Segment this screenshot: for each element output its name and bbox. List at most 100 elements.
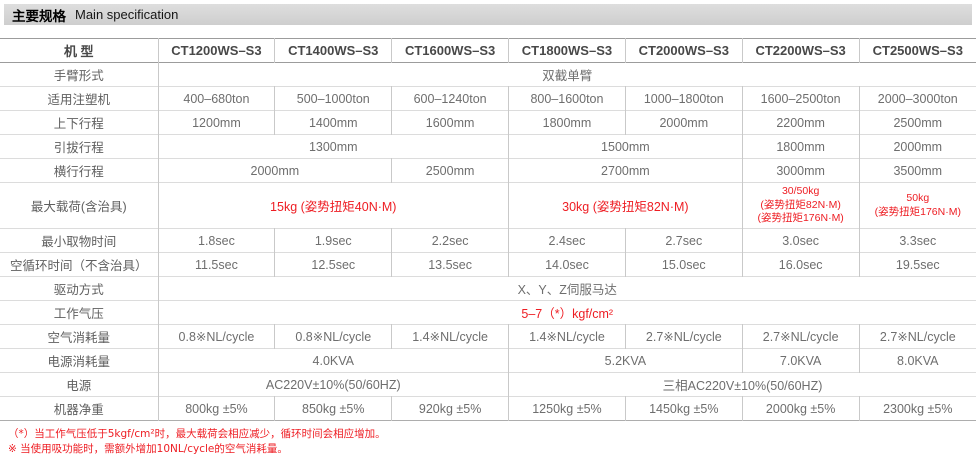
spec-cell: 50kg (姿势扭矩176N·M) [858, 182, 976, 229]
section-title-en: Main specification [75, 7, 179, 22]
row-dry-cycle-time: 空循环时间（不含治具） 11.5sec 12.5sec 13.5sec 14.0… [0, 252, 976, 277]
column-header-model: CT1800WS–S3 [508, 38, 626, 63]
spec-cell: 1.4※NL/cycle [508, 324, 626, 349]
spec-cell: 2500mm [391, 158, 509, 183]
table-header-row: 机 型 CT1200WS–S3 CT1400WS–S3 CT1600WS–S3 … [0, 38, 976, 63]
spec-cell: 1.9sec [274, 228, 392, 253]
spec-cell: 1400mm [274, 110, 392, 135]
spec-cell: 双截单臂 [157, 62, 976, 87]
row-label: 上下行程 [53, 117, 104, 131]
spec-cell: 15.0sec [624, 252, 743, 277]
spec-cell: 16.0sec [741, 252, 860, 277]
spec-cell: 1200mm [157, 110, 275, 135]
spec-cell: 500–1000ton [274, 86, 392, 111]
column-header-model: CT2500WS–S3 [858, 38, 976, 63]
row-label: 横行行程 [53, 165, 104, 179]
spec-cell: 1.4※NL/cycle [391, 324, 509, 349]
spec-cell: 0.8※NL/cycle [274, 324, 392, 349]
spec-cell: 15kg (姿势扭矩40N·M) [157, 182, 509, 229]
spec-cell: 1600–2500ton [741, 86, 860, 111]
row-net-weight: 机器净重 800kg ±5% 850kg ±5% 920kg ±5% 1250k… [0, 396, 976, 421]
row-max-load: 最大载荷(含治具) 15kg (姿势扭矩40N·M) 30kg (姿势扭矩82N… [0, 182, 976, 229]
spec-cell: 1800mm [741, 134, 860, 159]
row-label: 最大载荷(含治具) [30, 200, 127, 214]
row-label: 工作气压 [53, 307, 104, 321]
spec-cell: 5.2KVA [508, 348, 743, 373]
spec-cell: 3500mm [858, 158, 976, 183]
spec-cell: 2.4sec [508, 228, 626, 253]
spec-cell: 2500mm [858, 110, 976, 135]
spec-cell: 1500mm [508, 134, 743, 159]
spec-cell: 2.7※NL/cycle [858, 324, 976, 349]
spec-cell: 7.0KVA [741, 348, 860, 373]
spec-cell: 2700mm [508, 158, 743, 183]
spec-cell: 2.7sec [624, 228, 743, 253]
column-header-model-label: 机 型 [63, 44, 94, 59]
spec-cell: 1250kg ±5% [508, 396, 626, 421]
spec-cell: 3.3sec [858, 228, 976, 253]
spec-cell: 800–1600ton [508, 86, 626, 111]
row-applicable-machine: 适用注塑机 400–680ton 500–1000ton 600–1240ton… [0, 86, 976, 111]
row-label: 电源消耗量 [47, 355, 110, 369]
row-vertical-stroke: 上下行程 1200mm 1400mm 1600mm 1800mm 2000mm … [0, 110, 976, 135]
row-power-consumption: 电源消耗量 4.0KVA 5.2KVA 7.0KVA 8.0KVA [0, 348, 976, 373]
row-label: 驱动方式 [53, 283, 104, 297]
row-min-takeout-time: 最小取物时间 1.8sec 1.9sec 2.2sec 2.4sec 2.7se… [0, 228, 976, 253]
spec-cell: 2000mm [858, 134, 976, 159]
spec-cell: 850kg ±5% [274, 396, 392, 421]
spec-cell: 1800mm [508, 110, 626, 135]
spec-cell: 1450kg ±5% [624, 396, 743, 421]
spec-cell: 4.0KVA [157, 348, 509, 373]
spec-cell: 2.7※NL/cycle [741, 324, 860, 349]
spec-cell: 13.5sec [391, 252, 509, 277]
spec-cell: 920kg ±5% [391, 396, 509, 421]
spec-cell: X、Y、Z伺服马达 [157, 276, 976, 301]
footnote-air-pressure: （*）当工作气压低于5kgf/cm²时，最大载荷会相应减少，循环时间会相应增加。 [8, 428, 386, 440]
spec-cell: AC220V±10%(50/60HZ) [157, 372, 509, 397]
main-specification-table: 机 型 CT1200WS–S3 CT1400WS–S3 CT1600WS–S3 … [0, 38, 976, 421]
spec-cell: 30/50kg (姿势扭矩82N·M) (姿势扭矩176N·M) [741, 182, 860, 229]
row-traverse-stroke: 横行行程 2000mm 2500mm 2700mm 3000mm 3500mm [0, 158, 976, 183]
spec-cell: 2.7※NL/cycle [624, 324, 743, 349]
spec-sheet-page: 主要规格 Main specification 机 型 CT1200WS–S3 … [0, 4, 976, 455]
row-drive-mode: 驱动方式 X、Y、Z伺服马达 [0, 276, 976, 301]
column-header-model: CT1200WS–S3 [157, 38, 275, 63]
spec-cell: 30kg (姿势扭矩82N·M) [508, 182, 743, 229]
footnotes: （*）当工作气压低于5kgf/cm²时，最大载荷会相应减少，循环时间会相应增加。… [8, 427, 976, 457]
spec-cell: 14.0sec [508, 252, 626, 277]
spec-cell: 2000–3000ton [858, 86, 976, 111]
spec-cell: 2300kg ±5% [858, 396, 976, 421]
row-label: 引拔行程 [53, 141, 104, 155]
spec-cell: 1.8sec [157, 228, 275, 253]
spec-cell: 800kg ±5% [157, 396, 275, 421]
spec-cell: 2000mm [157, 158, 392, 183]
row-label: 适用注塑机 [47, 93, 110, 107]
spec-cell: 8.0KVA [858, 348, 976, 373]
spec-cell: 2000kg ±5% [741, 396, 860, 421]
spec-cell: 2.2sec [391, 228, 509, 253]
spec-cell: 5–7（*）kgf/cm² [157, 300, 976, 325]
spec-cell: 12.5sec [274, 252, 392, 277]
row-label: 空循环时间（不含治具） [9, 259, 148, 273]
column-header-model: CT1600WS–S3 [391, 38, 509, 63]
spec-cell: 11.5sec [157, 252, 275, 277]
row-power-supply: 电源 AC220V±10%(50/60HZ) 三相AC220V±10%(50/6… [0, 372, 976, 397]
spec-cell: 2200mm [741, 110, 860, 135]
row-label: 机器净重 [53, 403, 104, 417]
row-arm-type: 手臂形式 双截单臂 [0, 62, 976, 87]
row-air-consumption: 空气消耗量 0.8※NL/cycle 0.8※NL/cycle 1.4※NL/c… [0, 324, 976, 349]
spec-cell: 3.0sec [741, 228, 860, 253]
row-label: 手臂形式 [53, 69, 104, 83]
spec-cell: 1600mm [391, 110, 509, 135]
spec-cell: 2000mm [624, 110, 743, 135]
spec-cell: 三相AC220V±10%(50/60HZ) [508, 372, 976, 397]
spec-cell: 600–1240ton [391, 86, 509, 111]
row-label: 电源 [66, 379, 92, 393]
row-label: 空气消耗量 [47, 331, 110, 345]
section-title-zh: 主要规格 [12, 8, 66, 24]
section-title-bar: 主要规格 Main specification [4, 4, 972, 25]
spec-cell: 0.8※NL/cycle [157, 324, 275, 349]
footnote-suction: ※ 当使用吸功能时，需额外增加10NL/cycle的空气消耗量。 [8, 443, 288, 456]
row-label: 最小取物时间 [41, 235, 117, 249]
spec-cell: 1000–1800ton [624, 86, 743, 111]
